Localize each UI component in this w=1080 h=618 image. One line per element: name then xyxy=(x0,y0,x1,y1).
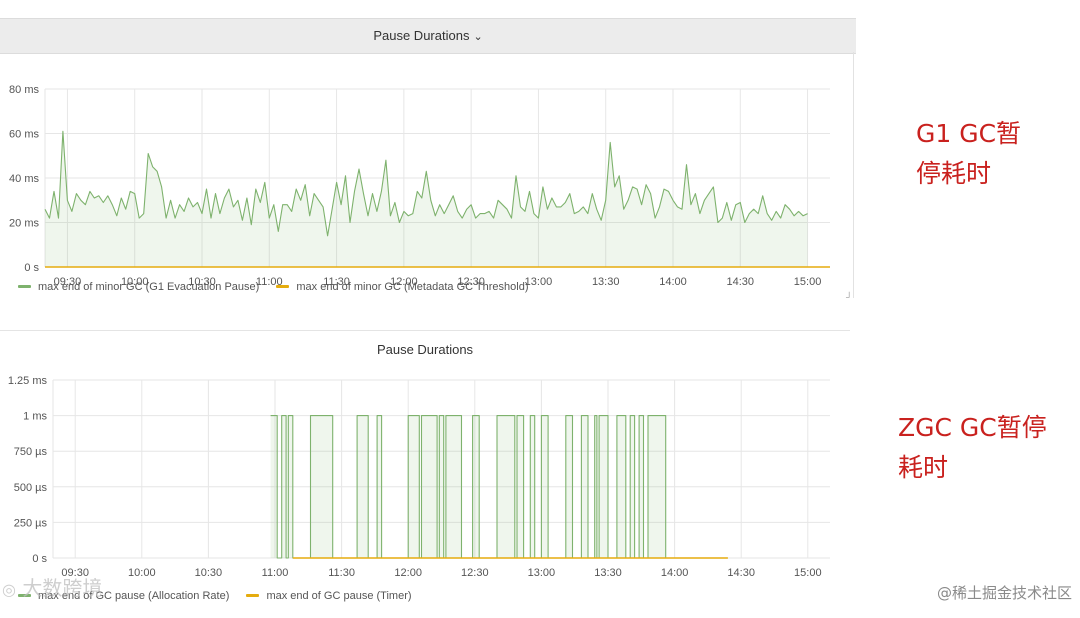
legend-label: max end of minor GC (G1 Evacuation Pause… xyxy=(38,280,260,293)
x-tick-label: 14:30 xyxy=(727,567,755,579)
chevron-down-icon[interactable]: ⌄ xyxy=(473,31,483,43)
legend-swatch xyxy=(18,594,31,597)
x-tick-label: 13:30 xyxy=(592,276,620,288)
x-tick-label: 15:00 xyxy=(794,567,822,579)
annotation-line: ZGC GC暂停 xyxy=(898,413,1047,442)
x-tick-label: 11:00 xyxy=(262,567,289,579)
g1-chart: 80 ms 60 ms 40 ms 20 ms 0 s 09:30 10:00 10:30 11… xyxy=(9,84,830,288)
watermark-right: @稀土掘金技术社区 xyxy=(936,584,1072,602)
g1-legend: max end of minor GC (G1 Evacuation Pause… xyxy=(18,279,543,293)
x-tick-label: 12:30 xyxy=(461,567,489,579)
series-line xyxy=(44,130,808,237)
zgc-chart: 1.25 ms 1 ms 750 µs 500 µs 250 µs 0 s 09:30 10:… xyxy=(8,375,830,579)
series-area xyxy=(45,131,808,267)
y-tick-label: 500 µs xyxy=(14,482,48,494)
x-tick-label: 09:30 xyxy=(54,276,82,288)
series-area xyxy=(270,415,667,558)
y-tick-label: 0 s xyxy=(24,262,39,274)
x-tick-label: 12:00 xyxy=(390,276,418,288)
x-tick-label: 10:30 xyxy=(195,567,223,579)
x-tick-label: 10:30 xyxy=(188,276,216,288)
legend-item[interactable]: max end of GC pause (Timer) xyxy=(246,589,412,602)
annotation-line: 耗时 xyxy=(898,453,949,482)
y-tick-label: 1 ms xyxy=(23,411,47,423)
annotation-line: G1 GC暂 xyxy=(916,119,1022,148)
y-tick-label: 0 s xyxy=(32,553,47,565)
y-tick-label: 40 ms xyxy=(9,173,39,185)
x-tick-label: 11:30 xyxy=(323,276,350,288)
legend-item[interactable]: max end of GC pause (Allocation Rate) xyxy=(18,590,229,602)
panel-header[interactable]: Pause Durations xyxy=(0,330,850,367)
series-line xyxy=(270,415,667,559)
y-tick-label: 80 ms xyxy=(9,84,39,96)
legend-item[interactable]: max end of minor GC (G1 Evacuation Pause… xyxy=(18,281,259,293)
resize-handle-icon[interactable]: ┘ xyxy=(846,292,853,302)
x-tick-label: 12:30 xyxy=(457,276,485,288)
x-tick-label: 15:00 xyxy=(794,276,822,288)
x-tick-label: 14:30 xyxy=(727,276,755,288)
wechat-logo-icon: ◎ xyxy=(2,580,16,599)
panel-border xyxy=(853,52,854,298)
y-tick-label: 60 ms xyxy=(9,129,39,141)
x-tick-label: 13:00 xyxy=(528,567,556,579)
g1-panel: Pause Durations ⌄ 80 ms 60 ms 40 ms 20 ms 0 s… xyxy=(0,18,856,302)
watermark-left-text: 大数跨境 xyxy=(22,576,103,600)
legend-swatch xyxy=(276,285,290,288)
legend-swatch xyxy=(18,285,31,288)
y-tick-label: 20 ms xyxy=(9,218,39,230)
y-tick-label: 750 µs xyxy=(14,446,48,458)
x-tick-label: 13:30 xyxy=(594,567,622,579)
x-tick-label: 11:30 xyxy=(328,567,355,579)
watermark-left: ◎ 大数跨境 xyxy=(2,572,102,601)
y-tick-label: 250 µs xyxy=(14,517,48,529)
panel-title[interactable]: Pause Durations xyxy=(376,342,474,357)
legend-label: max end of minor GC (Metadata GC Thresho… xyxy=(296,280,529,293)
zgc-panel: Pause Durations 1.25 ms 1 ms 750 µs 500 µs 2… xyxy=(0,330,850,608)
x-tick-label: 14:00 xyxy=(661,567,689,579)
zgc-annotation: ZGC GC暂停 耗时 xyxy=(898,408,1047,488)
panel-header[interactable]: Pause Durations ⌄ xyxy=(0,18,856,54)
x-tick-label: 13:00 xyxy=(525,276,553,288)
legend-swatch xyxy=(246,594,260,597)
x-tick-label: 10:00 xyxy=(128,567,156,579)
x-tick-label: 09:30 xyxy=(61,567,89,579)
x-tick-label: 11:00 xyxy=(256,276,283,288)
legend-label: max end of GC pause (Timer) xyxy=(266,589,412,602)
panel-title[interactable]: Pause Durations xyxy=(373,28,470,43)
x-tick-label: 14:00 xyxy=(659,276,687,288)
zgc-legend: max end of GC pause (Allocation Rate) ma… xyxy=(18,588,426,602)
annotation-line: 停耗时 xyxy=(916,159,992,188)
legend-label: max end of GC pause (Allocation Rate) xyxy=(38,589,230,602)
g1-annotation: G1 GC暂 停耗时 xyxy=(916,114,1021,194)
legend-item[interactable]: max end of minor GC (Metadata GC Thresho… xyxy=(276,280,529,293)
y-tick-label: 1.25 ms xyxy=(8,375,48,387)
x-tick-label: 12:00 xyxy=(394,567,422,579)
x-tick-label: 10:00 xyxy=(121,276,149,288)
